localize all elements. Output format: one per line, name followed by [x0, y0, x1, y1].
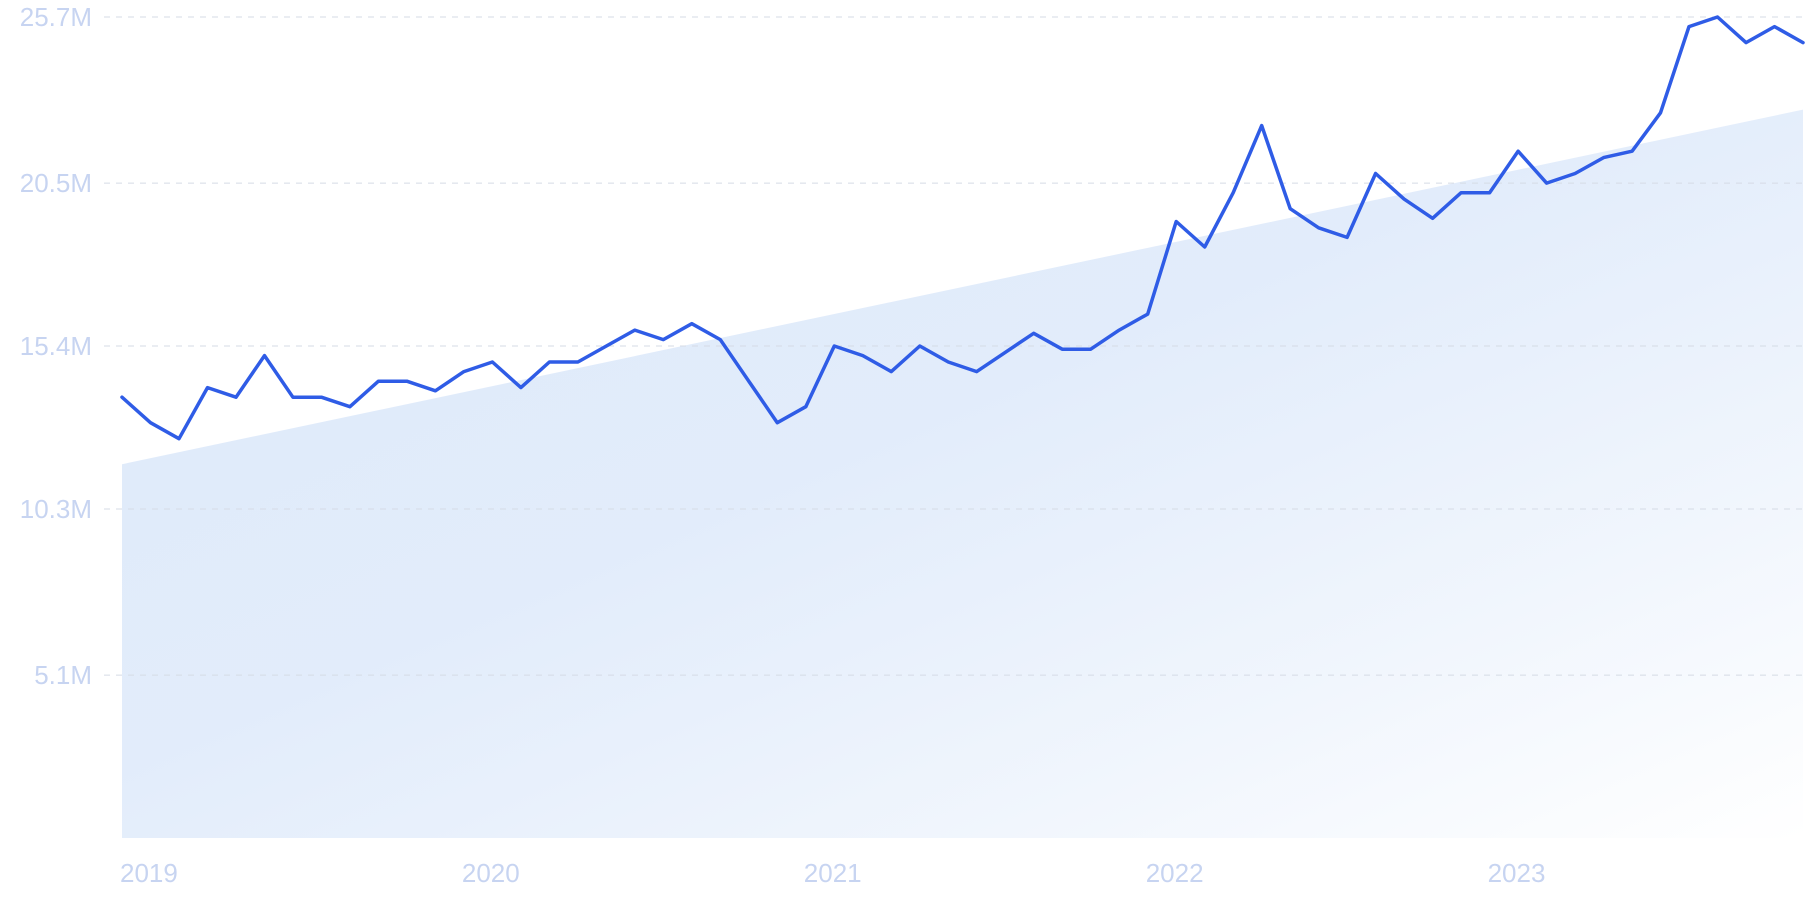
data-point	[319, 395, 323, 399]
data-point	[747, 379, 751, 383]
data-point	[775, 421, 779, 425]
x-tick-label: 2023	[1488, 858, 1546, 888]
data-point	[1744, 41, 1748, 45]
data-point	[234, 395, 238, 399]
x-tick-label: 2022	[1146, 858, 1204, 888]
data-point	[1089, 347, 1093, 351]
data-point	[291, 395, 295, 399]
data-point	[1545, 181, 1549, 185]
data-point	[1345, 235, 1349, 239]
data-point	[1659, 111, 1663, 115]
data-point	[1431, 216, 1435, 220]
data-point	[1488, 191, 1492, 195]
x-tick-label: 2020	[462, 858, 520, 888]
y-tick-label: 10.3M	[20, 494, 92, 524]
data-point	[1801, 41, 1805, 45]
data-point	[1117, 328, 1121, 332]
data-point	[918, 344, 922, 348]
y-tick-label: 25.7M	[20, 2, 92, 32]
data-point	[1032, 331, 1036, 335]
data-point	[1146, 312, 1150, 316]
data-point	[1260, 124, 1264, 128]
data-point	[1402, 197, 1406, 201]
data-point	[576, 360, 580, 364]
line-layer	[120, 15, 1805, 441]
data-point	[1516, 149, 1520, 153]
x-tick-label: 2021	[804, 858, 862, 888]
trend-area-layer	[122, 109, 1803, 838]
y-axis: 5.1M 10.3M 15.4M 20.5M 25.7M	[20, 2, 92, 690]
trend-area	[122, 109, 1803, 838]
data-point	[462, 370, 466, 374]
data-point	[633, 328, 637, 332]
series-line	[120, 15, 1805, 441]
data-point	[1602, 156, 1606, 160]
data-point	[348, 405, 352, 409]
data-point	[177, 437, 181, 441]
data-point	[1060, 347, 1064, 351]
data-point	[1317, 226, 1321, 230]
data-point	[1687, 25, 1691, 29]
data-point	[205, 386, 209, 390]
data-point	[1630, 149, 1634, 153]
data-point	[405, 379, 409, 383]
data-point	[1374, 172, 1378, 176]
data-point	[1773, 25, 1777, 29]
x-tick-label: 2019	[120, 858, 178, 888]
data-point	[946, 360, 950, 364]
data-point	[1203, 245, 1207, 249]
data-point	[547, 360, 551, 364]
data-point	[1288, 207, 1292, 211]
x-axis: 2019 2020 2021 2022 2023	[120, 858, 1545, 888]
y-tick-label: 5.1M	[34, 660, 92, 690]
data-point	[1573, 172, 1577, 176]
data-point	[861, 354, 865, 358]
data-point	[490, 360, 494, 364]
data-point	[120, 395, 124, 399]
data-point	[661, 338, 665, 342]
data-point	[1231, 191, 1235, 195]
data-point	[519, 386, 523, 390]
data-point	[832, 344, 836, 348]
data-point	[148, 421, 152, 425]
data-point	[804, 405, 808, 409]
data-point	[889, 370, 893, 374]
data-point	[975, 370, 979, 374]
data-point	[718, 338, 722, 342]
data-point	[1174, 219, 1178, 223]
y-tick-label: 20.5M	[20, 168, 92, 198]
data-point	[1003, 350, 1007, 354]
data-point	[262, 354, 266, 358]
data-point	[1716, 15, 1720, 19]
y-tick-label: 15.4M	[20, 331, 92, 361]
data-point	[690, 322, 694, 326]
data-point	[433, 389, 437, 393]
data-point	[604, 344, 608, 348]
data-point	[376, 379, 380, 383]
data-point	[1459, 191, 1463, 195]
